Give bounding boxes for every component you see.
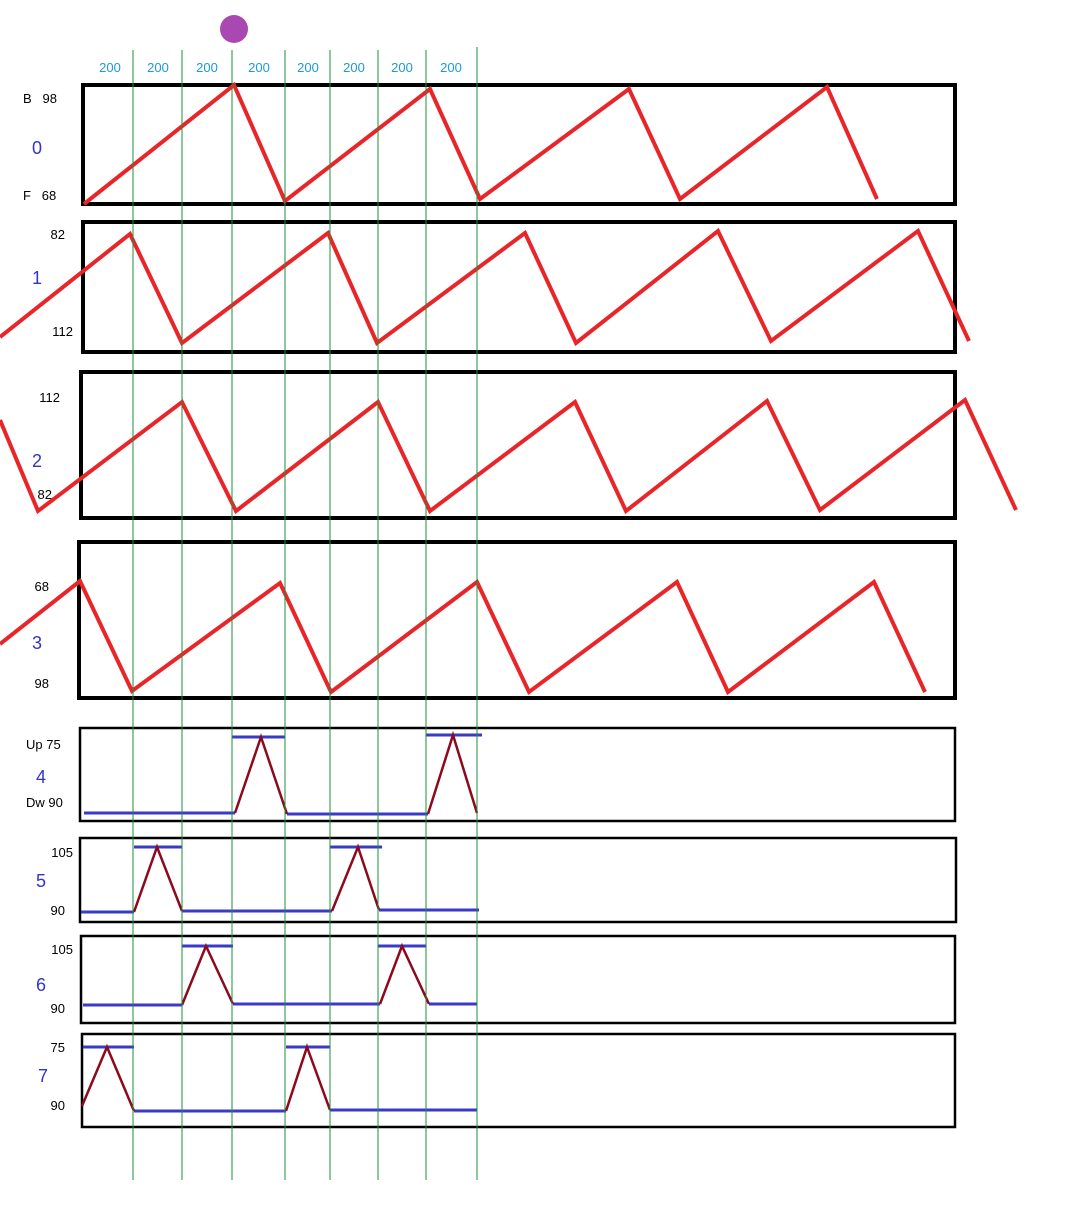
duration-labels: 200 200 200 200 200 200 200 200 xyxy=(99,60,462,75)
panel-0-top-label: B 98 xyxy=(23,91,57,106)
pulse-peak xyxy=(330,843,381,912)
panel-frame-5 xyxy=(78,836,958,924)
servo-waves xyxy=(0,81,1018,696)
duration-label: 200 xyxy=(391,60,413,75)
duration-label: 200 xyxy=(196,60,218,75)
duration-label: 200 xyxy=(147,60,169,75)
panel-2-index: 2 xyxy=(32,451,42,471)
pulse-peak xyxy=(80,1043,136,1112)
servo-wave-0 xyxy=(82,81,879,206)
servo-wave-2 xyxy=(0,396,1018,515)
pulse-peaks xyxy=(80,730,479,1112)
panel-3-index: 3 xyxy=(32,633,42,653)
panel-frame-2 xyxy=(79,370,957,520)
panel-0-bottom-label: F 68 xyxy=(23,188,56,203)
pulse-peak xyxy=(132,843,184,913)
servo-wave-3 xyxy=(0,577,927,696)
panel-frames xyxy=(77,83,958,1129)
duration-label: 200 xyxy=(297,60,319,75)
panel-4-top-label: Up 75 xyxy=(26,737,61,752)
panel-0-index: 0 xyxy=(32,138,42,158)
panel-4-bottom-label: Dw 90 xyxy=(26,795,63,810)
panel-3-bottom-label: 98 xyxy=(35,676,49,691)
panel-1-index: 1 xyxy=(32,268,42,288)
duration-label: 200 xyxy=(99,60,121,75)
duration-label: 200 xyxy=(343,60,365,75)
panel-7-bottom-label: 90 xyxy=(51,1098,65,1113)
pulse-peak xyxy=(233,733,289,815)
panel-frame-4 xyxy=(78,726,957,823)
panel-4-index: 4 xyxy=(36,767,46,787)
panel-6-bottom-label: 90 xyxy=(51,1001,65,1016)
panel-frame-3 xyxy=(77,540,957,700)
panel-frame-0 xyxy=(81,83,957,206)
pulse-peak xyxy=(426,730,479,815)
sync-lines xyxy=(132,47,478,1180)
panel-2-top-label: 112 xyxy=(39,390,60,405)
duration-label: 200 xyxy=(440,60,462,75)
playhead-dot[interactable] xyxy=(220,15,248,43)
duration-label: 200 xyxy=(248,60,270,75)
panel-7-top-label: 75 xyxy=(51,1040,65,1055)
panel-3-top-label: 68 xyxy=(35,579,49,594)
pulse-peak xyxy=(284,1043,332,1112)
pulse-peak xyxy=(180,942,235,1006)
panel-frame-6 xyxy=(79,934,957,1025)
panel-5-top-label: 105 xyxy=(51,845,73,860)
panel-1-top-label: 82 xyxy=(51,227,65,242)
panel-2-bottom-label: 82 xyxy=(38,487,52,502)
servo-wave-1 xyxy=(0,227,971,347)
panel-5-bottom-label: 90 xyxy=(51,903,65,918)
panel-1-bottom-label: 112 xyxy=(52,324,73,339)
panel-frame-1 xyxy=(81,220,957,354)
panel-5-index: 5 xyxy=(36,871,46,891)
panel-6-index: 6 xyxy=(36,975,46,995)
panel-frame-7 xyxy=(80,1032,957,1129)
panel-6-top-label: 105 xyxy=(51,942,73,957)
pulse-peak xyxy=(378,942,431,1005)
panel-labels: B 98 0 F 68 82 1 112 112 2 82 68 3 98 Up… xyxy=(23,91,73,1113)
panel-7-index: 7 xyxy=(38,1066,48,1086)
